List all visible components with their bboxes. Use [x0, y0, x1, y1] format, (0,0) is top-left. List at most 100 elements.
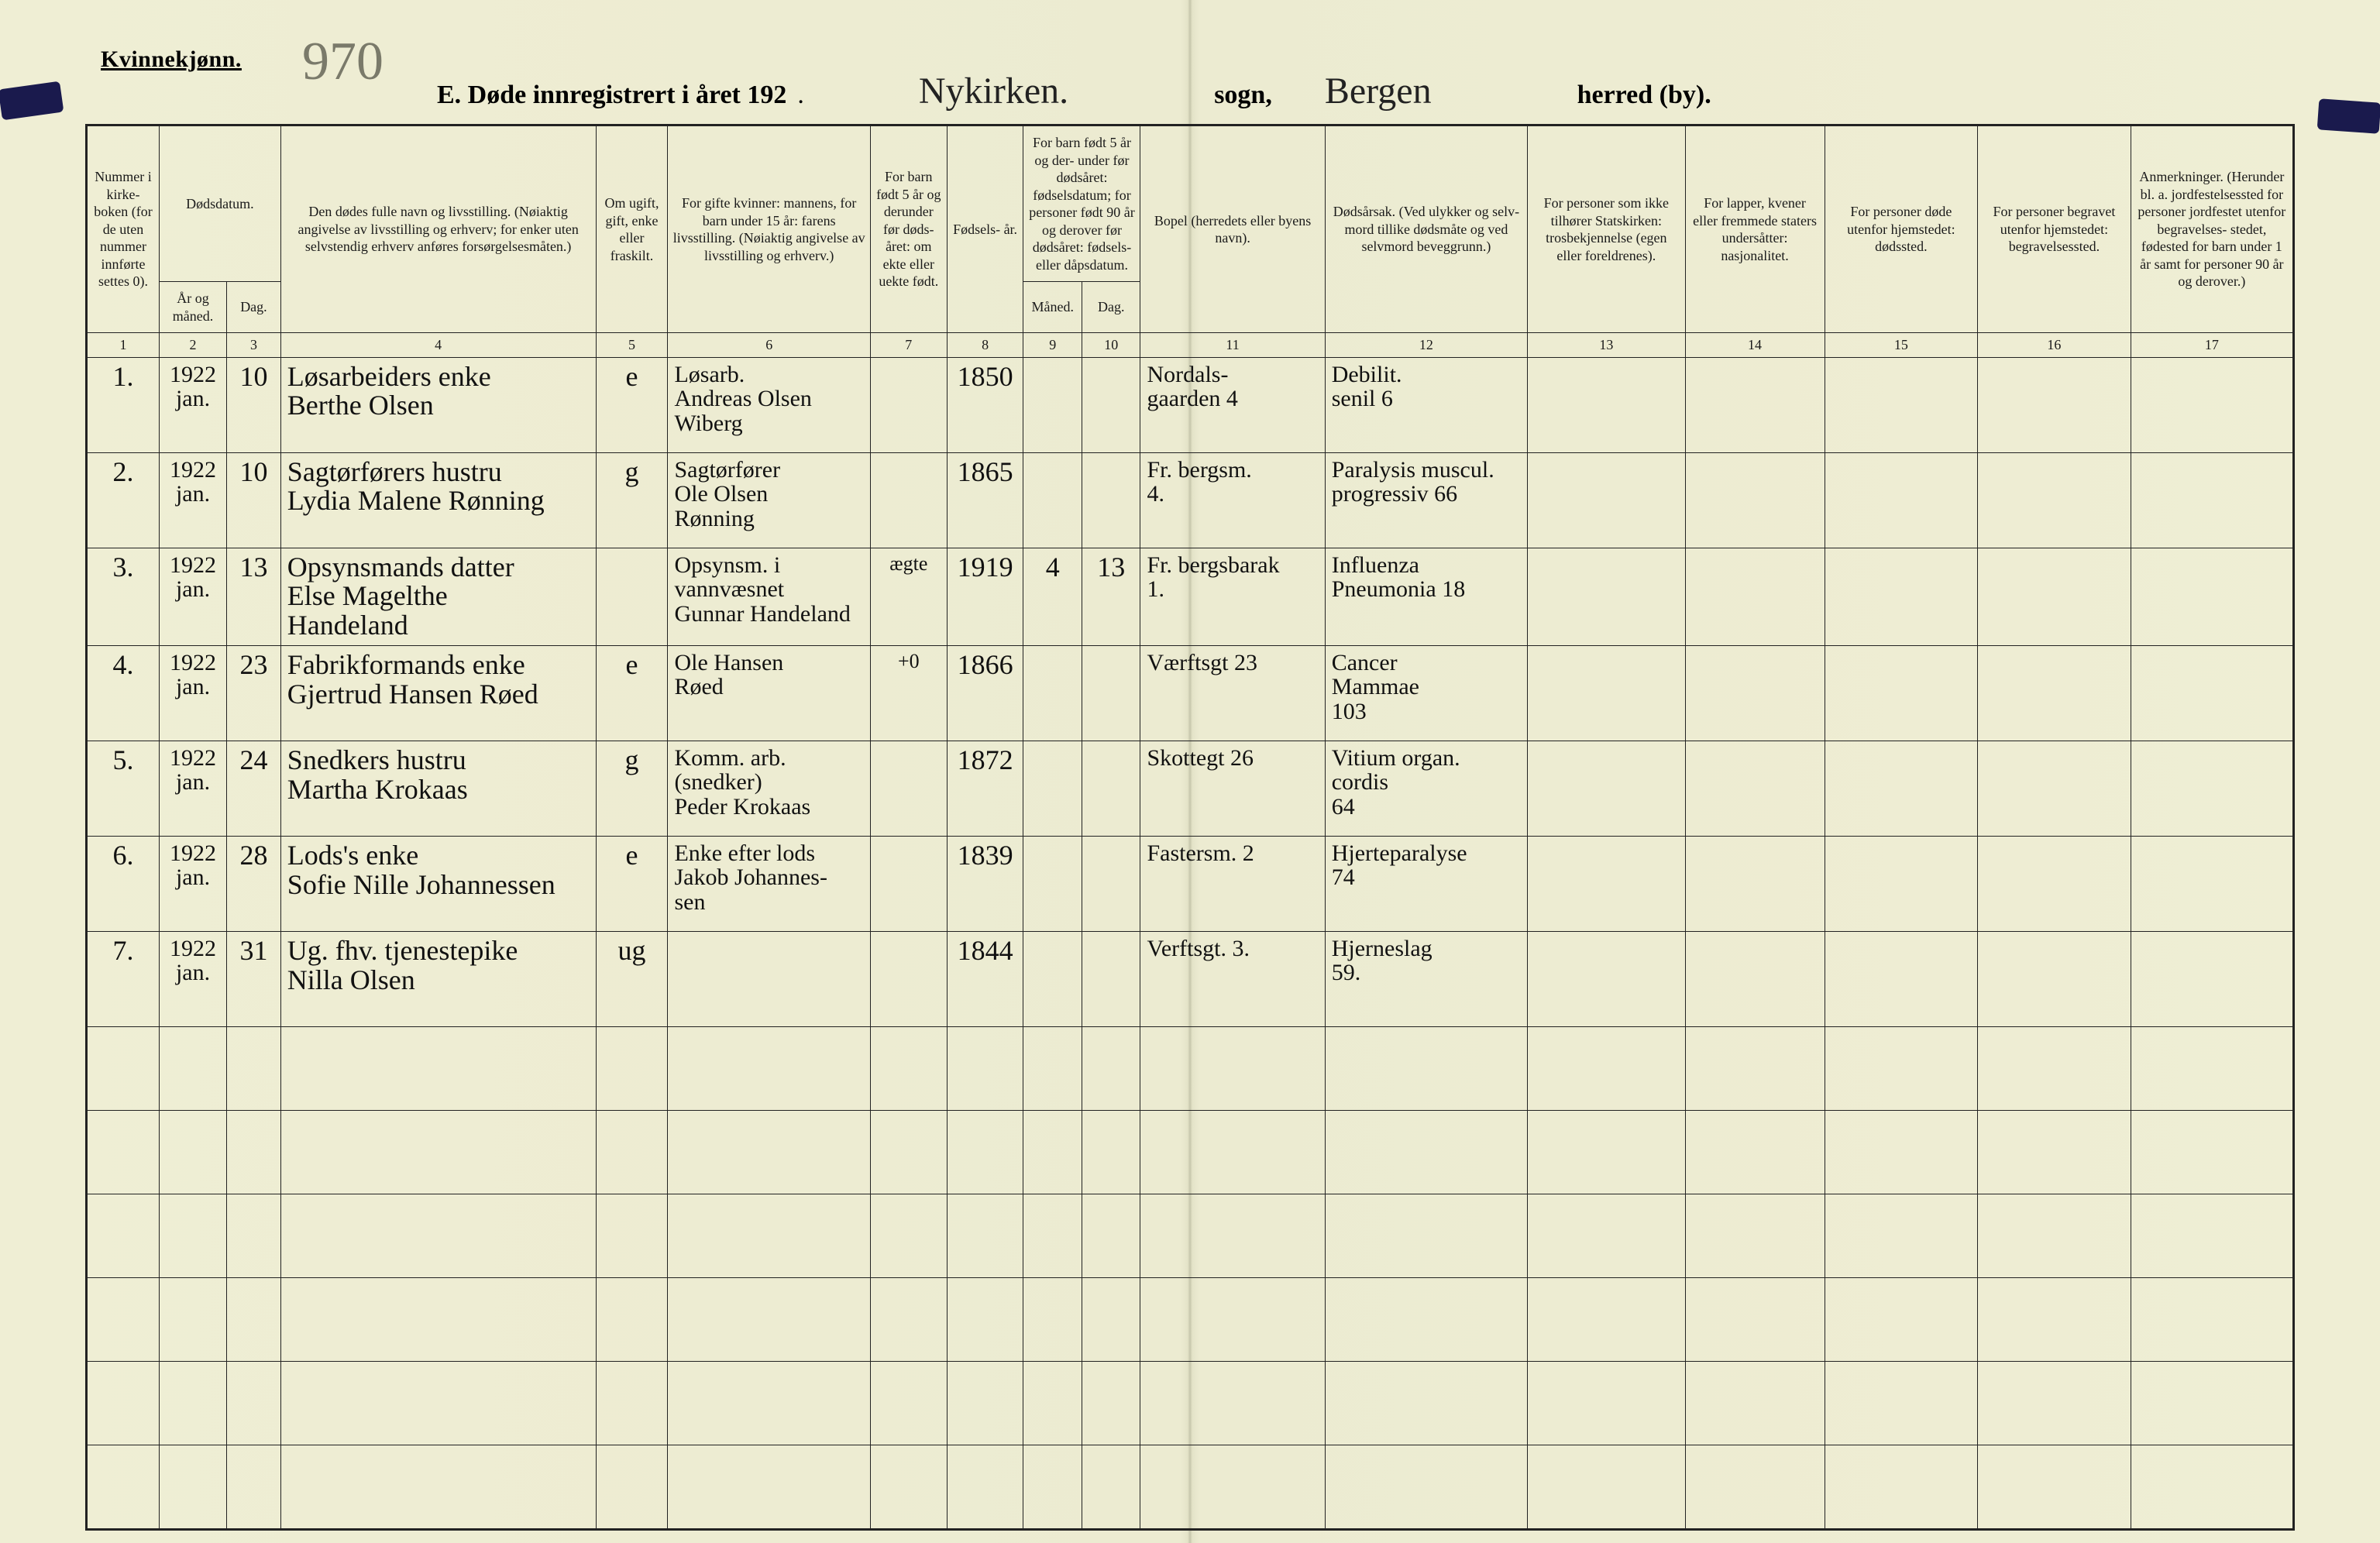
- cell-empty: [596, 1277, 668, 1361]
- cell-empty: [1685, 1445, 1825, 1528]
- cell-birth-month: [1023, 931, 1082, 1026]
- cell-empty: [1140, 1194, 1325, 1277]
- cell-birthyear: 1872: [947, 741, 1023, 836]
- cell-17: [2131, 452, 2292, 548]
- cell-empty: [159, 1194, 226, 1277]
- col-8-head: Fødsels- år.: [947, 126, 1023, 333]
- cell-empty: [1978, 1194, 2131, 1277]
- cell-empty: [1140, 1110, 1325, 1194]
- title-year-blank: .: [797, 81, 804, 110]
- title-prefix: E. Døde innregistrert i året 192: [437, 81, 786, 110]
- cell-empty: [1978, 1445, 2131, 1528]
- cell-13: [1528, 548, 1685, 645]
- table-row: 3.1922 jan.13Opsynsmands datter Else Mag…: [88, 548, 2293, 645]
- cell-15: [1825, 931, 1978, 1026]
- cell-empty: [159, 1445, 226, 1528]
- cell-empty: [280, 1445, 596, 1528]
- page-header: Kvinnekjønn. 970 E. Døde innregistrert i…: [85, 39, 2295, 108]
- cell-empty: [280, 1361, 596, 1445]
- cell-empty: [1528, 1110, 1685, 1194]
- cell-empty: [227, 1026, 281, 1110]
- cell-14: [1685, 452, 1825, 548]
- cell-birth-day: [1082, 836, 1140, 931]
- cell-empty: [280, 1194, 596, 1277]
- cell-empty: [1685, 1194, 1825, 1277]
- binder-clip-left: [0, 81, 64, 121]
- cell-ekte: [870, 741, 947, 836]
- cell-year-month: 1922 jan.: [159, 931, 226, 1026]
- cell-birthyear: 1919: [947, 548, 1023, 645]
- cell-ekte: [870, 452, 947, 548]
- cell-empty: [1325, 1110, 1527, 1194]
- cell-empty: [947, 1445, 1023, 1528]
- cell-cause: Paralysis muscul. progressiv 66: [1325, 452, 1527, 548]
- col-14-head: For lapper, kvener eller fremmede stater…: [1685, 126, 1825, 333]
- table-row: 6.1922 jan.28Lods's enke Sofie Nille Joh…: [88, 836, 2293, 931]
- col-17-head: Anmerkninger. (Herunder bl. a. jordfeste…: [2131, 126, 2292, 333]
- cell-empty: [596, 1361, 668, 1445]
- cell-birthyear: 1850: [947, 357, 1023, 452]
- cell-birthyear: 1866: [947, 645, 1023, 741]
- col-4-head: Den dødes fulle navn og livsstilling. (N…: [280, 126, 596, 333]
- colnum: 16: [1978, 333, 2131, 358]
- cell-empty: [280, 1277, 596, 1361]
- cell-empty: [947, 1194, 1023, 1277]
- cell-empty: [227, 1277, 281, 1361]
- cell-empty: [870, 1361, 947, 1445]
- cell-empty: [88, 1194, 160, 1277]
- gender-heading: Kvinnekjønn.: [101, 46, 242, 73]
- cell-empty: [2131, 1026, 2292, 1110]
- cell-day: 13: [227, 548, 281, 645]
- cell-cause: Hjerneslag 59.: [1325, 931, 1527, 1026]
- colnum: 10: [1082, 333, 1140, 358]
- cell-birth-day: 13: [1082, 548, 1140, 645]
- cell-cause: Debilit. senil 6: [1325, 357, 1527, 452]
- cell-bopel: Fastersm. 2: [1140, 836, 1325, 931]
- cell-empty: [1825, 1194, 1978, 1277]
- cell-year-month: 1922 jan.: [159, 741, 226, 836]
- cell-empty: [1685, 1110, 1825, 1194]
- col-11-head: Bopel (herredets eller byens navn).: [1140, 126, 1325, 333]
- cell-empty: [227, 1194, 281, 1277]
- cell-day: 10: [227, 357, 281, 452]
- cell-status: e: [596, 357, 668, 452]
- colnum: 14: [1685, 333, 1825, 358]
- cell-empty: [2131, 1110, 2292, 1194]
- cell-empty: [88, 1361, 160, 1445]
- cell-year-month: 1922 jan.: [159, 836, 226, 931]
- cell-14: [1685, 548, 1825, 645]
- cell-num: 6.: [88, 836, 160, 931]
- cell-13: [1528, 357, 1685, 452]
- cell-empty: [870, 1194, 947, 1277]
- cell-birth-day: [1082, 357, 1140, 452]
- cell-empty: [2131, 1277, 2292, 1361]
- cell-empty: [159, 1361, 226, 1445]
- col-9-group-head: For barn født 5 år og der- under før død…: [1023, 126, 1140, 282]
- table-row: 2.1922 jan.10Sagtørførers hustru Lydia M…: [88, 452, 2293, 548]
- cell-15: [1825, 548, 1978, 645]
- cell-ekte: +0: [870, 645, 947, 741]
- cell-empty: [668, 1445, 870, 1528]
- cell-empty: [1023, 1361, 1082, 1445]
- cell-birth-day: [1082, 645, 1140, 741]
- cell-birth-day: [1082, 741, 1140, 836]
- cell-spouse: Løsarb. Andreas Olsen Wiberg: [668, 357, 870, 452]
- cell-empty: [947, 1361, 1023, 1445]
- colnum: 1: [88, 333, 160, 358]
- binder-clip-right: [2317, 98, 2380, 133]
- column-number-row: 1 2 3 4 5 6 7 8 9 10 11 12 13 14 15 16 1: [88, 333, 2293, 358]
- cell-year-month: 1922 jan.: [159, 452, 226, 548]
- cell-empty: [1325, 1445, 1527, 1528]
- sogn-value: Nykirken.: [919, 70, 1068, 112]
- cell-empty: [159, 1277, 226, 1361]
- cell-birth-month: [1023, 357, 1082, 452]
- cell-name: Snedkers hustru Martha Krokaas: [280, 741, 596, 836]
- cell-name: Ug. fhv. tjenestepike Nilla Olsen: [280, 931, 596, 1026]
- cell-name: Opsynsmands datter Else Magelthe Handela…: [280, 548, 596, 645]
- cell-14: [1685, 931, 1825, 1026]
- cell-empty: [280, 1026, 596, 1110]
- cell-empty: [1825, 1361, 1978, 1445]
- cell-15: [1825, 645, 1978, 741]
- cell-empty: [668, 1026, 870, 1110]
- cell-13: [1528, 931, 1685, 1026]
